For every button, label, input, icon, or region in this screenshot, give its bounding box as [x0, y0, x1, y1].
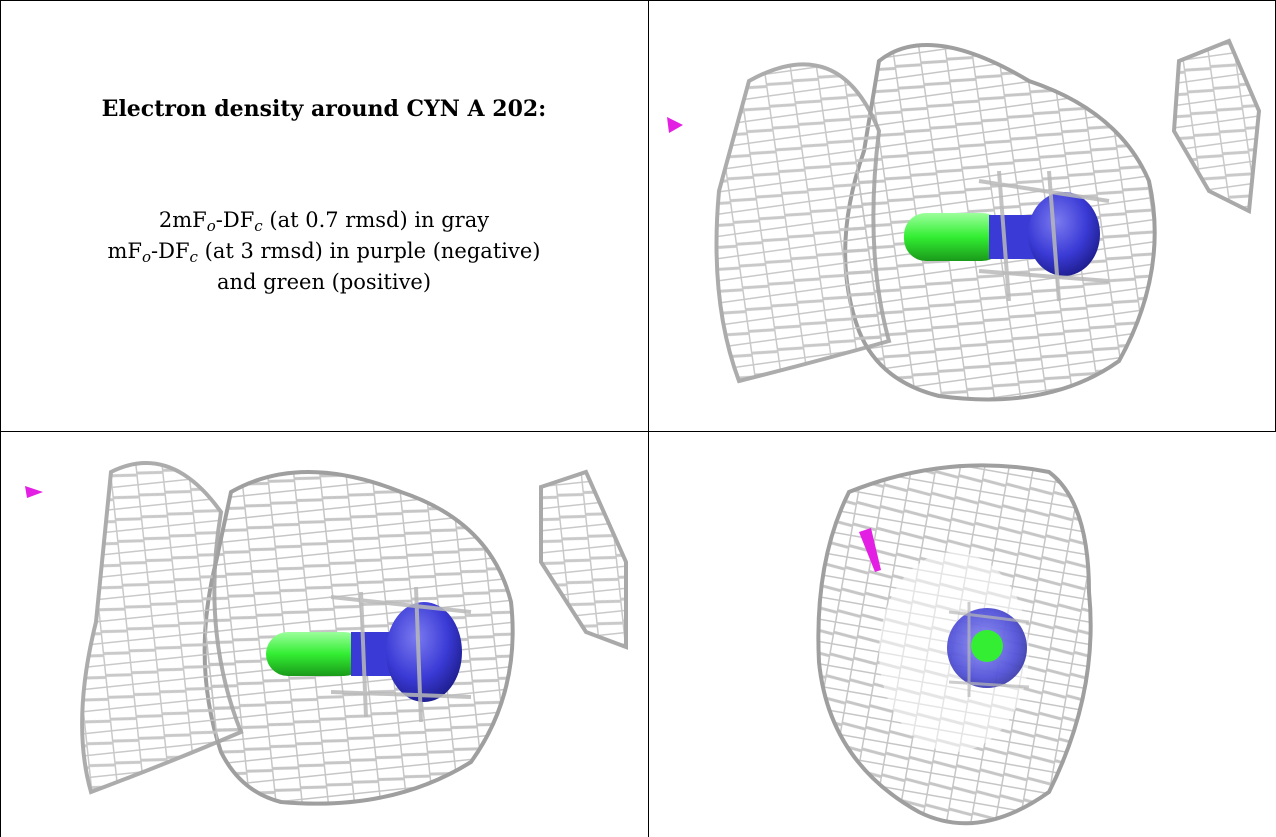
- legend-line-positive: and green (positive): [216, 270, 432, 294]
- mesh-lobe-left: [714, 62, 892, 384]
- figure-title: Electron density around CYN A 202:: [101, 96, 547, 122]
- density-panel-bottom-right: [649, 432, 1276, 837]
- center-divider: [648, 0, 649, 837]
- top-border: [0, 0, 1276, 1]
- nitrogen-atom: [386, 602, 462, 702]
- density-render-3: [816, 463, 1093, 826]
- mesh-patch-right: [539, 469, 628, 650]
- density-panel-top-right: [649, 1, 1275, 431]
- carbon-atom-stick: [904, 213, 1004, 261]
- density-render-1: [667, 38, 1262, 402]
- left-border: [0, 0, 1, 837]
- mesh-patch-right: [1171, 38, 1262, 215]
- carbon-atom-stick: [266, 632, 366, 676]
- mesh-lobe-left: [80, 461, 244, 795]
- middle-divider: [0, 431, 1276, 432]
- negative-density-blob: [25, 486, 43, 498]
- legend-line-2mfo: 2mFo-DFc (at 0.7 rmsd) in gray: [158, 208, 490, 235]
- density-render-2: [25, 461, 628, 806]
- figure-legend: 2mFo-DFc (at 0.7 rmsd) in gray mFo-DFc (…: [0, 205, 648, 298]
- legend-line-mfo: mFo-DFc (at 3 rmsd) in purple (negative): [107, 239, 541, 266]
- caption-cell: Electron density around CYN A 202: 2mFo-…: [0, 0, 648, 431]
- carbon-atom-end-on: [971, 630, 1003, 662]
- nitrogen-atom: [1028, 192, 1100, 276]
- negative-density-blob: [667, 117, 683, 133]
- density-panel-bottom-left: [1, 432, 648, 837]
- negative-density-blob: [859, 528, 881, 572]
